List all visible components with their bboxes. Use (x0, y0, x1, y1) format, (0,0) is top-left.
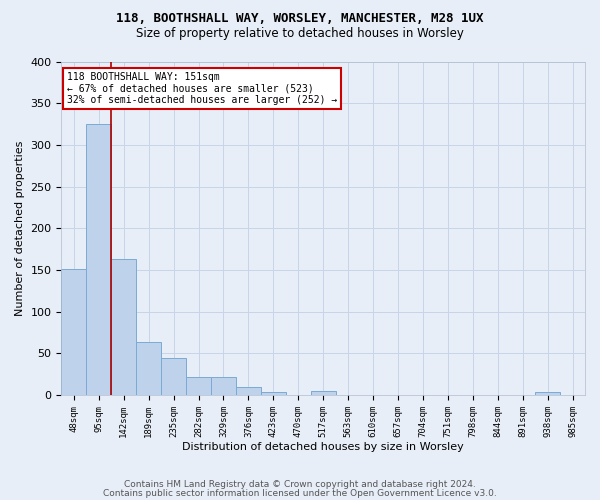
X-axis label: Distribution of detached houses by size in Worsley: Distribution of detached houses by size … (182, 442, 464, 452)
Text: 118, BOOTHSHALL WAY, WORSLEY, MANCHESTER, M28 1UX: 118, BOOTHSHALL WAY, WORSLEY, MANCHESTER… (116, 12, 484, 26)
Bar (136, 342, 161, 395)
Text: Size of property relative to detached houses in Worsley: Size of property relative to detached ho… (136, 28, 464, 40)
Bar (261, 392, 286, 395)
Text: Contains HM Land Registry data © Crown copyright and database right 2024.: Contains HM Land Registry data © Crown c… (124, 480, 476, 489)
Bar (61, 269, 86, 395)
Bar (186, 378, 211, 395)
Text: 118 BOOTHSHALL WAY: 151sqm
← 67% of detached houses are smaller (523)
32% of sem: 118 BOOTHSHALL WAY: 151sqm ← 67% of deta… (67, 72, 337, 104)
Bar (211, 378, 236, 395)
Bar (311, 391, 335, 395)
Bar (111, 259, 136, 395)
Y-axis label: Number of detached properties: Number of detached properties (15, 140, 25, 316)
Bar (86, 124, 111, 395)
Bar (161, 358, 186, 395)
Text: Contains public sector information licensed under the Open Government Licence v3: Contains public sector information licen… (103, 490, 497, 498)
Bar (535, 392, 560, 395)
Bar (236, 388, 261, 395)
